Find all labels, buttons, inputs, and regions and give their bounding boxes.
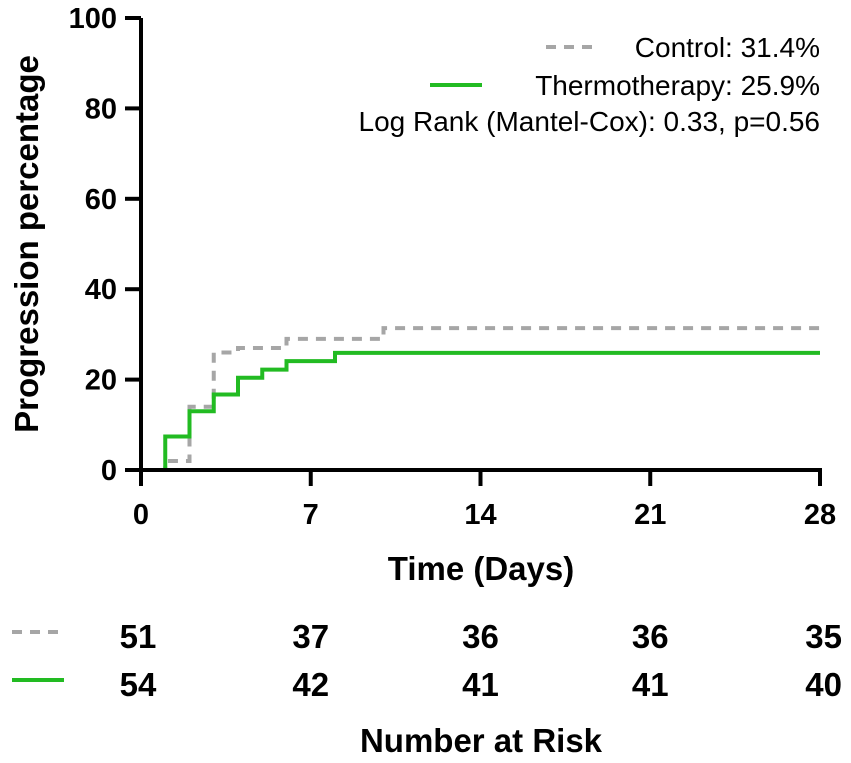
legend: Control: 31.4% Thermotherapy: 25.9% Log … [359, 32, 820, 137]
risk-value-control: 35 [805, 618, 842, 655]
risk-value-thermotherapy: 41 [462, 666, 499, 703]
y-tick-label: 0 [101, 455, 117, 487]
risk-value-control: 36 [632, 618, 669, 655]
y-tick-label: 60 [85, 184, 117, 216]
x-tick-label: 7 [303, 499, 319, 531]
ticks-layer: 0 20 40 60 80 100 0 7 14 21 28 [69, 3, 837, 531]
x-tick-label: 28 [804, 499, 836, 531]
risk-value-thermotherapy: 41 [632, 666, 669, 703]
legend-label-thermotherapy: Thermotherapy: 25.9% [535, 70, 820, 101]
legend-label-control: Control: 31.4% [635, 32, 820, 63]
x-axis-title: Time (Days) [388, 550, 574, 587]
x-tick-label: 21 [634, 499, 666, 531]
risk-value-control: 36 [462, 618, 499, 655]
log-rank-annotation: Log Rank (Mantel-Cox): 0.33, p=0.56 [359, 106, 820, 137]
risk-value-control: 37 [292, 618, 329, 655]
risk-value-thermotherapy: 54 [120, 666, 157, 703]
y-tick-label: 20 [85, 365, 117, 397]
risk-value-thermotherapy: 40 [805, 666, 842, 703]
series-line-thermotherapy [141, 350, 820, 472]
y-tick-label: 40 [85, 274, 117, 306]
risk-values: 51 37 36 36 35 54 42 41 41 40 [120, 618, 842, 703]
x-tick-label: 14 [464, 499, 496, 531]
risk-table-title: Number at Risk [360, 722, 603, 759]
y-tick-label: 80 [85, 93, 117, 125]
y-tick-label: 100 [69, 3, 117, 35]
series-line-control [141, 326, 820, 472]
risk-table: 51 37 36 36 35 54 42 41 41 40 Number at Risk [12, 618, 842, 759]
risk-value-control: 51 [120, 618, 157, 655]
risk-value-thermotherapy: 42 [292, 666, 329, 703]
y-axis-title: Progression percentage [8, 55, 45, 433]
x-tick-label: 0 [133, 499, 149, 531]
curves-layer [141, 326, 820, 472]
